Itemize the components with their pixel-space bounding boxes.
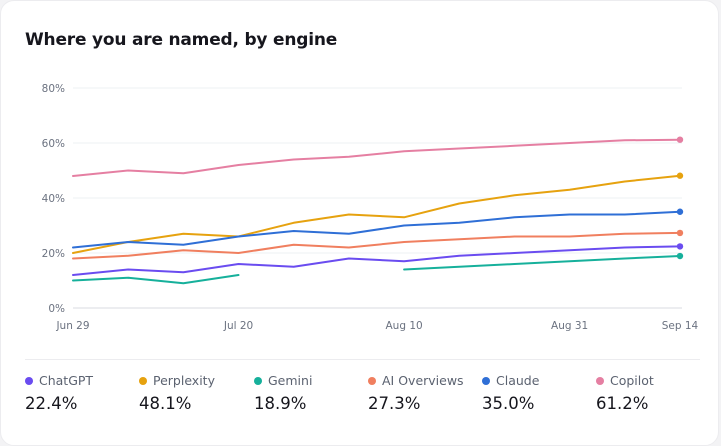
legend-value: 35.0% — [482, 394, 535, 413]
legend-label: Gemini — [268, 373, 313, 388]
legend-value: 61.2% — [596, 394, 649, 413]
series-end-point-claude[interactable] — [676, 208, 684, 215]
legend-value: 48.1% — [139, 394, 192, 413]
legend-item-copilot[interactable]: Copilot 61.2% — [596, 373, 654, 413]
divider — [25, 359, 700, 360]
chart-title: Where you are named, by engine — [25, 30, 338, 50]
legend-item-perplexity[interactable]: Perplexity 48.1% — [139, 373, 215, 413]
series-end-point-chatgpt[interactable] — [676, 243, 684, 250]
x-tick-label: Jun 29 — [55, 320, 89, 332]
y-tick-label: 0% — [48, 303, 65, 315]
legend-item-gemini[interactable]: Gemini 18.9% — [254, 373, 312, 413]
x-tick-label: Jul 20 — [223, 320, 253, 332]
series-line-ai-overviews — [72, 231, 681, 260]
legend-dot — [254, 376, 262, 385]
legend-label: ChatGPT — [39, 373, 94, 388]
series-line-copilot — [72, 138, 681, 177]
y-tick-label: 40% — [42, 193, 65, 205]
series-line-claude — [72, 210, 681, 249]
legend-label: Copilot — [610, 373, 654, 388]
series-end-point-copilot[interactable] — [676, 136, 684, 143]
series-line-gemini — [72, 274, 240, 285]
legend-label: Claude — [496, 373, 540, 388]
legend-dot — [482, 376, 490, 385]
y-tick-label: 80% — [42, 83, 65, 95]
legend-label: Perplexity — [153, 373, 215, 388]
legend-value: 22.4% — [25, 394, 78, 413]
legend-value: 18.9% — [254, 394, 307, 413]
series-end-point-perplexity[interactable] — [676, 172, 684, 179]
x-tick-label: Sep 14 — [662, 320, 699, 332]
y-tick-label: 60% — [42, 138, 65, 150]
series-end-point-gemini[interactable] — [676, 252, 684, 260]
legend-dot — [368, 376, 376, 385]
legend-dot — [596, 376, 604, 385]
series-end-point-ai-overviews[interactable] — [676, 229, 684, 237]
series-line-perplexity — [72, 174, 681, 254]
x-tick-label: Aug 10 — [385, 320, 422, 332]
line-chart: 0% 20% 40% 60% 80% Jun 29 Jul 20 Aug 10 Aug 31 Se… — [42, 83, 699, 332]
series-line-gemini — [403, 255, 681, 271]
series-line-chatgpt — [72, 245, 681, 276]
legend-item-claude[interactable]: Claude 35.0% — [482, 373, 539, 413]
legend-dot — [139, 376, 147, 385]
legend-label: AI Overviews — [382, 373, 464, 388]
legend-value: 27.3% — [368, 394, 421, 413]
legend-item-ai-overviews[interactable]: AI Overviews 27.3% — [368, 373, 464, 413]
x-tick-label: Aug 31 — [551, 320, 588, 332]
legend-dot — [25, 376, 33, 385]
legend: ChatGPT 22.4% Perplexity 48.1% Gemini 18… — [1, 373, 718, 433]
y-tick-label: 20% — [42, 248, 65, 260]
legend-item-chatgpt[interactable]: ChatGPT 22.4% — [25, 373, 93, 413]
